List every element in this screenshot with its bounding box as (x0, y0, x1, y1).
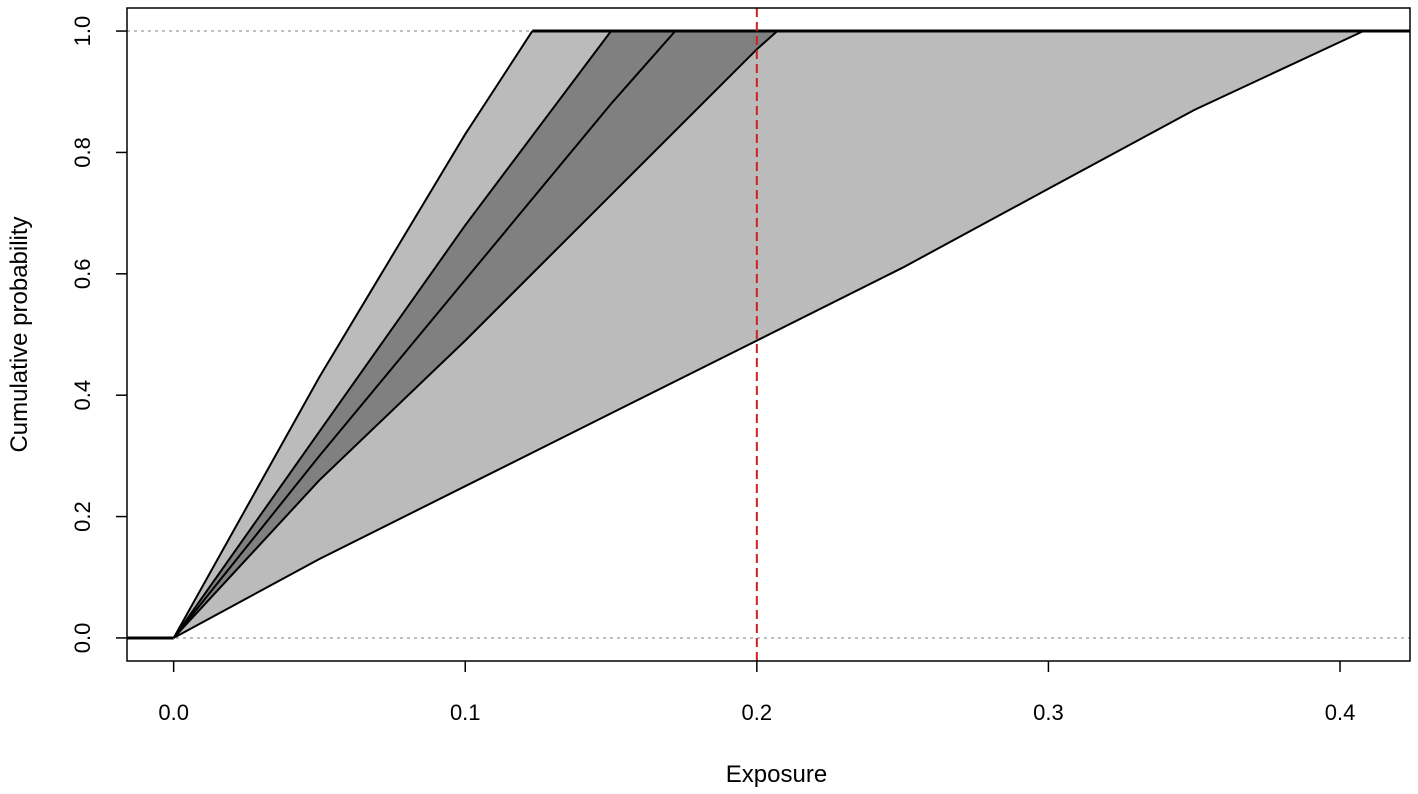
outer-upper-curve (172, 30, 534, 639)
x-tick-label: 0.0 (158, 700, 189, 725)
axes: 0.0 0.1 0.2 0.3 0.4 0.0 0.2 0.4 0.6 0.8 1.0 (70, 7, 1411, 725)
x-tick-label: 0.3 (1033, 700, 1064, 725)
plot-border (126, 7, 1411, 662)
y-tick-label: 0.8 (70, 137, 95, 168)
x-tick-label: 0.1 (450, 700, 481, 725)
y-tick-label: 1.0 (70, 16, 95, 47)
plot-area (127, 8, 1410, 661)
x-tick-label: 0.2 (742, 700, 773, 725)
y-tick-label: 0.2 (70, 501, 95, 532)
central-curve (172, 30, 676, 639)
y-tick-label: 0.4 (70, 380, 95, 411)
x-tick-label: 0.4 (1325, 700, 1356, 725)
y-axis-title: Cumulative probability (6, 216, 33, 452)
y-tick-label: 0.6 (70, 259, 95, 290)
x-axis-title: Exposure (726, 761, 827, 788)
inner-upper-curve (172, 30, 612, 639)
outer-lower-curve (173, 30, 1364, 639)
inner-lower-curve (172, 30, 778, 639)
y-tick-label: 0.0 (70, 623, 95, 654)
